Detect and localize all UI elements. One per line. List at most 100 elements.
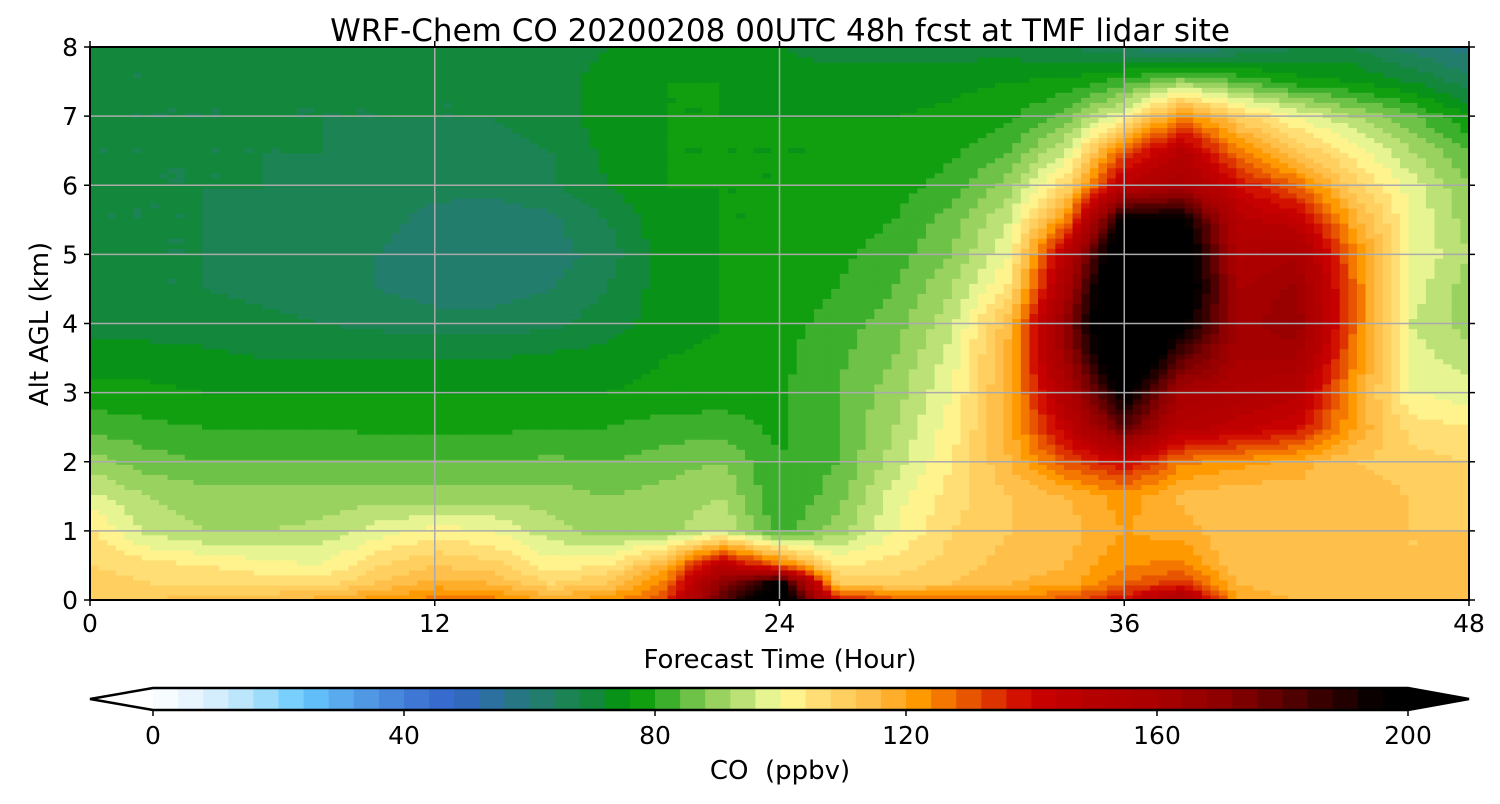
contour-cell bbox=[788, 554, 798, 561]
contour-cell bbox=[684, 504, 694, 511]
contour-cell bbox=[1313, 534, 1324, 541]
contour-cell bbox=[1175, 454, 1186, 460]
contour-cell bbox=[753, 564, 763, 571]
contour-cell bbox=[1348, 534, 1358, 541]
contour-cell bbox=[150, 449, 160, 455]
contour-cell bbox=[383, 554, 393, 561]
contour-cell bbox=[1322, 594, 1332, 601]
contour-cell bbox=[969, 529, 979, 536]
contour-cell bbox=[1098, 529, 1108, 536]
contour-cell bbox=[641, 484, 651, 490]
contour-cell bbox=[865, 484, 875, 490]
contour-cell bbox=[1262, 449, 1272, 455]
contour-cell bbox=[667, 454, 677, 460]
contour-cell bbox=[184, 559, 195, 566]
contour-cell bbox=[796, 514, 806, 521]
contour-cell bbox=[624, 489, 634, 496]
contour-cell bbox=[1288, 529, 1298, 536]
contour-cell bbox=[158, 559, 169, 566]
contour-cell bbox=[1417, 499, 1427, 506]
contour-cell bbox=[288, 489, 298, 496]
contour-cell bbox=[701, 519, 712, 526]
contour-cell bbox=[684, 444, 694, 450]
contour-cell bbox=[641, 574, 651, 581]
contour-cell bbox=[994, 454, 1005, 460]
contour-cell bbox=[503, 544, 513, 551]
contour-cell bbox=[934, 474, 944, 480]
contour-cell bbox=[1124, 574, 1134, 581]
contour-cell bbox=[434, 474, 444, 480]
contour-cell bbox=[426, 569, 436, 576]
contour-cell bbox=[1408, 454, 1418, 460]
contour-cell bbox=[564, 574, 574, 581]
contour-cell bbox=[1262, 469, 1272, 475]
contour-cell bbox=[1012, 559, 1022, 566]
contour-cell bbox=[288, 479, 298, 485]
contour-cell bbox=[227, 594, 238, 601]
contour-cell bbox=[322, 534, 332, 541]
contour-cell bbox=[460, 549, 470, 556]
contour-cell bbox=[90, 589, 100, 596]
contour-cell bbox=[1038, 554, 1048, 561]
contour-cell bbox=[1020, 514, 1031, 521]
contour-cell bbox=[882, 469, 893, 475]
contour-cell bbox=[969, 444, 979, 450]
contour-cell bbox=[753, 519, 763, 526]
contour-cell bbox=[383, 454, 393, 460]
contour-cell bbox=[357, 479, 367, 485]
contour-cell bbox=[1279, 584, 1289, 591]
contour-cell bbox=[1193, 559, 1203, 566]
contour-cell bbox=[1374, 489, 1384, 496]
contour-cell bbox=[1029, 504, 1039, 511]
contour-cell bbox=[788, 444, 798, 450]
contour-cell bbox=[98, 589, 108, 596]
contour-cell bbox=[365, 469, 376, 475]
contour-cell bbox=[1279, 454, 1289, 460]
contour-cell bbox=[202, 579, 212, 586]
contour-cell bbox=[210, 569, 220, 576]
contour-cell bbox=[1012, 594, 1022, 601]
contour-cell bbox=[1081, 449, 1091, 455]
contour-cell bbox=[1408, 569, 1418, 576]
contour-cell bbox=[710, 534, 720, 541]
contour-cell bbox=[503, 449, 513, 455]
contour-cell bbox=[512, 569, 522, 576]
contour-cell bbox=[1038, 489, 1048, 496]
contour-cell bbox=[839, 574, 850, 581]
contour-cell bbox=[296, 564, 307, 571]
contour-cell bbox=[133, 509, 143, 516]
contour-cell bbox=[1244, 489, 1255, 496]
contour-cell bbox=[1417, 539, 1427, 546]
contour-cell bbox=[365, 519, 376, 526]
contour-cell bbox=[529, 584, 539, 591]
contour-cell bbox=[1391, 524, 1401, 531]
contour-cell bbox=[1443, 454, 1453, 460]
contour-cell bbox=[1115, 469, 1125, 475]
contour-cell bbox=[314, 584, 324, 591]
contour-cell bbox=[710, 494, 720, 501]
contour-cell bbox=[426, 584, 436, 591]
contour-cell bbox=[1210, 479, 1220, 485]
contour-cell bbox=[891, 474, 901, 480]
contour-cell bbox=[917, 549, 927, 556]
contour-cell bbox=[1210, 564, 1220, 571]
contour-cell bbox=[357, 539, 367, 546]
contour-cell bbox=[417, 569, 427, 576]
contour-cell bbox=[538, 489, 548, 496]
contour-cell bbox=[581, 594, 591, 601]
contour-cell bbox=[1098, 554, 1108, 561]
contour-cell bbox=[1141, 594, 1151, 601]
contour-cell bbox=[908, 589, 918, 596]
contour-cell bbox=[926, 579, 936, 586]
contour-cell bbox=[900, 564, 910, 571]
contour-cell bbox=[865, 519, 875, 526]
contour-cell bbox=[564, 484, 574, 490]
contour-cell bbox=[1089, 574, 1099, 581]
contour-cell bbox=[615, 594, 625, 601]
contour-cell bbox=[1348, 519, 1358, 526]
contour-cell bbox=[503, 474, 513, 480]
contour-cell bbox=[1107, 529, 1117, 536]
contour-cell bbox=[753, 444, 763, 450]
contour-cell bbox=[1356, 594, 1367, 601]
contour-cell bbox=[676, 534, 686, 541]
